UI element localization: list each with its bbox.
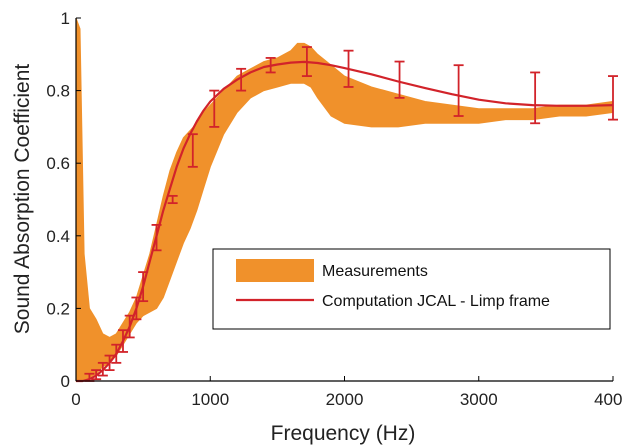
y-axis-label: Sound Absorption Coefficient — [11, 64, 34, 335]
x-tick-label: 1000 — [191, 390, 229, 409]
legend-swatch-measurements — [236, 259, 314, 282]
error-bar — [394, 60, 405, 99]
y-tick-label: 0.6 — [46, 154, 70, 173]
error-bar — [343, 49, 354, 88]
y-tick-label: 1 — [61, 9, 70, 28]
error-bar — [265, 57, 276, 74]
error-bar — [236, 67, 247, 92]
error-bar — [151, 224, 162, 252]
x-tick-label: 3000 — [460, 390, 498, 409]
error-bar — [209, 89, 220, 128]
error-bar — [97, 361, 108, 377]
legend-label-measurements: Measurements — [322, 263, 428, 280]
x-axis-label: Frequency (Hz) — [271, 422, 416, 445]
error-bars-layer — [84, 46, 618, 382]
error-bar — [117, 329, 128, 353]
error-bar — [104, 354, 115, 372]
error-bar — [131, 296, 142, 321]
legend-label-computation: Computation JCAL - Limp frame — [322, 293, 550, 310]
y-ticks: 0 0.2 0.4 0.6 0.8 1 — [46, 9, 81, 391]
error-bar — [124, 314, 135, 339]
error-bar — [187, 133, 198, 168]
error-bar — [608, 75, 618, 121]
error-bar — [138, 271, 149, 303]
y-tick-label: 0.8 — [46, 82, 70, 101]
x-tick-label: 0 — [71, 390, 80, 409]
legend: Measurements Computation JCAL - Limp fra… — [212, 248, 611, 330]
x-tick-label: 2000 — [326, 390, 364, 409]
error-bar — [453, 64, 464, 117]
error-bar — [91, 369, 102, 381]
y-tick-label: 0.4 — [46, 227, 70, 246]
y-tick-label: 0 — [61, 372, 70, 391]
error-bar — [111, 343, 122, 364]
error-bar — [167, 194, 178, 205]
y-tick-label: 0.2 — [46, 299, 70, 318]
error-bar — [530, 71, 541, 125]
error-bar — [301, 46, 312, 77]
